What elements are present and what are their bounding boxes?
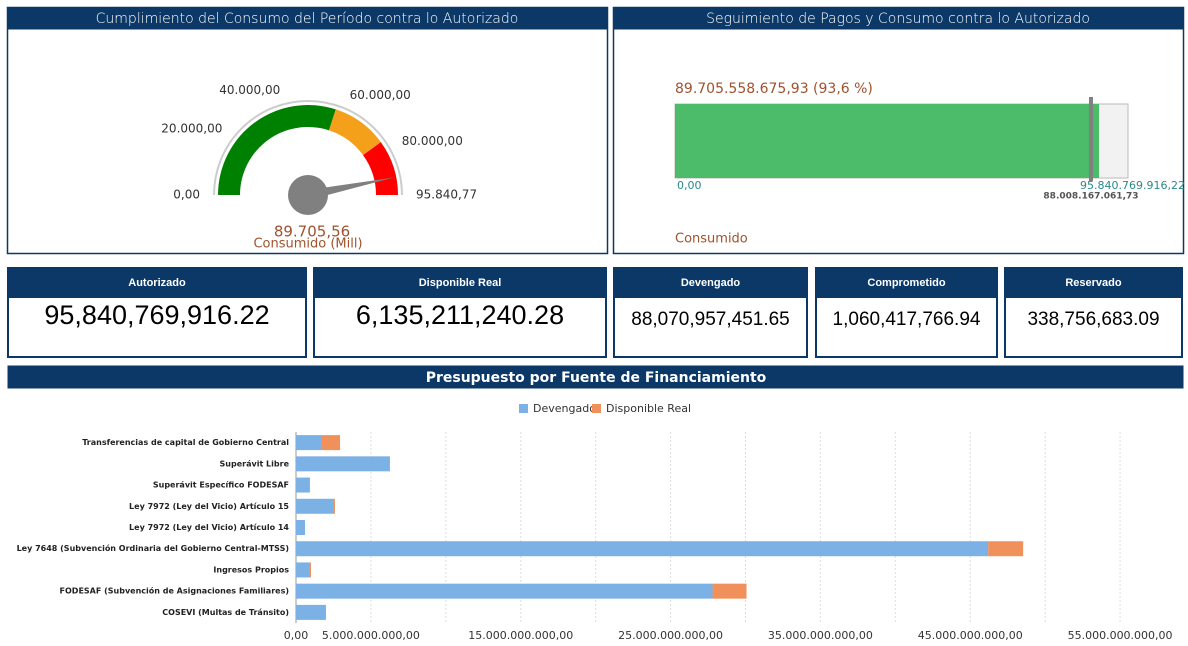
x-tick-label: 5.000.000.000,00 (322, 629, 420, 642)
kpi-header (1005, 268, 1182, 298)
bar (296, 562, 310, 578)
x-tick-label: 45.000.000.000,00 (918, 629, 1023, 642)
bullet-label: Consumido (675, 232, 748, 247)
bullet-tick-label: 95.840.769.916,22 (1080, 179, 1185, 192)
x-tick-label: 15.000.000.000,00 (468, 629, 573, 642)
x-tick-label: 0,00 (284, 629, 309, 642)
kpi-value: 95,840,769,916.22 (44, 300, 269, 330)
panel-title: Seguimiento de Pagos y Consumo contra lo… (706, 11, 1090, 27)
panel-title: Cumplimiento del Consumo del Período con… (96, 11, 519, 27)
kpi-label: Devengado (681, 277, 741, 289)
bar (296, 541, 989, 557)
category-label: Transferencias de capital de Gobierno Ce… (82, 438, 289, 447)
kpi-header (314, 268, 606, 298)
gauge-label: Consumido (Mill) (253, 237, 362, 252)
kpi-header (816, 268, 997, 298)
kpi-label: Autorizado (128, 277, 186, 289)
category-label: Ley 7972 (Ley del Vicio) Artículo 15 (129, 502, 289, 511)
bullet-bar (675, 104, 1100, 178)
bar (296, 498, 334, 514)
kpi-value: 1,060,417,766.94 (833, 309, 981, 330)
legend-swatch (592, 404, 601, 413)
gauge-band (363, 142, 398, 195)
kpi-label: Comprometido (867, 277, 946, 289)
bar (712, 583, 747, 599)
bar (333, 498, 335, 514)
bar (321, 435, 341, 451)
gauge-tick-label: 40.000,00 (219, 83, 280, 97)
bullet-value: 89.705.558.675,93 (93,6 %) (675, 81, 873, 97)
category-label: Ingresos Propios (213, 565, 289, 574)
bar (309, 562, 311, 578)
kpi-value: 88,070,957,451.65 (631, 309, 790, 330)
kpi-label: Disponible Real (419, 277, 502, 289)
kpi-value: 338,756,683.09 (1027, 309, 1159, 330)
bar (296, 583, 713, 599)
x-tick-label: 25.000.000.000,00 (618, 629, 723, 642)
kpi-header (614, 268, 807, 298)
bullet-tick-label: 0,00 (677, 179, 702, 192)
gauge-needle (307, 177, 395, 200)
category-label: Superávit Libre (220, 459, 290, 468)
panel-header (7, 7, 608, 30)
gauge-band (218, 104, 336, 195)
bar (296, 456, 390, 472)
gauge-outline (213, 100, 403, 196)
gauge-tick-label: 60.000,00 (350, 88, 411, 102)
bar (988, 541, 1024, 557)
legend-swatch (519, 404, 528, 413)
category-label: Ley 7972 (Ley del Vicio) Artículo 14 (129, 523, 289, 532)
bar (296, 435, 322, 451)
panel-header (7, 365, 1184, 389)
gauge-tick-label: 95.840,77 (416, 188, 477, 202)
gauge-tick-label: 20.000,00 (161, 122, 222, 136)
gauge-tick-label: 80.000,00 (402, 134, 463, 148)
kpi-label: Reservado (1065, 277, 1122, 289)
bar (296, 520, 305, 535)
panel-header (613, 7, 1184, 30)
category-label: Ley 7648 (Subvención Ordinaria del Gobie… (17, 543, 289, 553)
kpi-header (8, 268, 306, 298)
bullet-target-label: 88.008.167.061,73 (1043, 192, 1138, 202)
x-tick-label: 35.000.000.000,00 (768, 629, 873, 642)
gauge-band (329, 109, 381, 156)
category-label: Superávit Específico FODESAF (153, 481, 289, 490)
legend-label: Devengado (533, 402, 596, 415)
x-tick-label: 55.000.000.000,00 (1068, 629, 1173, 642)
category-label: COSEVI (Multas de Tránsito) (162, 608, 289, 617)
legend-label: Disponible Real (606, 402, 691, 415)
gauge-value: 89.705,56 (274, 223, 350, 241)
panel-title: Presupuesto por Fuente de Financiamiento (426, 370, 767, 386)
kpi-value: 6,135,211,240.28 (356, 300, 564, 330)
category-label: FODESAF (Subvención de Asignaciones Fami… (60, 586, 289, 596)
bar (296, 604, 326, 620)
bar (296, 477, 310, 493)
gauge-panel (6, 6, 609, 255)
gauge-tick-label: 0,00 (173, 188, 200, 202)
gauge-hub (288, 175, 328, 215)
